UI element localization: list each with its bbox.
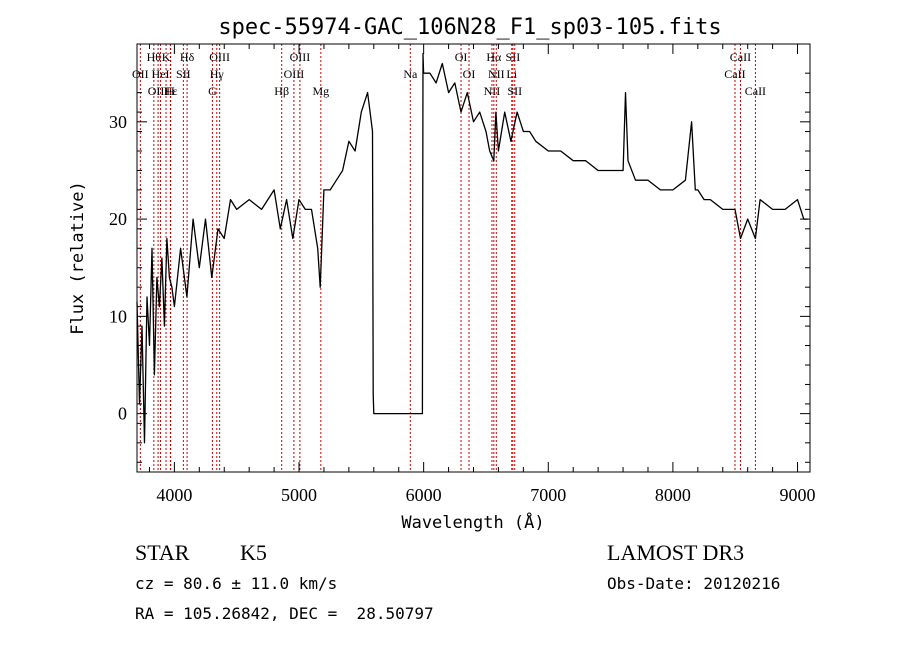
spectral-line-label: Hα — [486, 50, 502, 64]
spectral-line-label: Hδ — [180, 50, 195, 64]
object-class: STAR — [135, 540, 190, 565]
spectrum-series — [136, 53, 808, 444]
survey-name: LAMOST DR3 — [607, 540, 745, 565]
spectral-line-label: OIII — [209, 50, 230, 64]
x-tick-label: 5000 — [281, 485, 317, 505]
spectral-line-label: OIII — [284, 67, 305, 81]
spectral-line-label: K — [162, 50, 171, 64]
x-tick-label: 8000 — [655, 485, 691, 505]
x-axis-label: Wavelength (Å) — [401, 511, 544, 533]
spectral-line-label: G — [208, 84, 217, 98]
spectral-line-label: OI — [455, 50, 468, 64]
spectral-line-label: OII — [132, 67, 149, 81]
spectral-line-label: OI — [463, 67, 476, 81]
x-tick-label: 4000 — [156, 485, 192, 505]
spectrum-line — [136, 53, 808, 444]
spectral-line-label: Li — [506, 67, 517, 81]
chart-title: spec-55974-GAC_106N28_F1_sp03-105.fits — [218, 15, 721, 40]
spectral-line-label: Mg — [312, 84, 329, 98]
y-axis-label: Flux (relative) — [68, 181, 88, 335]
spectral-line-label: OIII — [148, 84, 169, 98]
spectral-line-label: NII — [484, 84, 501, 98]
plot-frame — [136, 43, 811, 473]
spectral-line-label: Na — [403, 67, 418, 81]
spectral-line-label: Hγ — [210, 67, 225, 81]
spectral-line-label: HeI — [152, 67, 170, 81]
spectral-line-label: Hθ — [147, 50, 162, 64]
y-tick-label: 30 — [109, 112, 127, 132]
ra-dec-coordinates: RA = 105.26842, DEC = 28.50797 — [135, 604, 434, 623]
x-axis: 4000 5000 6000 7000 8000 9000 — [148, 44, 816, 505]
spectral-line-label: SII — [176, 67, 191, 81]
spectral-line-label: OIII — [290, 50, 311, 64]
spectral-line-label: SII — [507, 84, 522, 98]
spectral-line-label: CaII — [730, 50, 751, 64]
spectral-line-label: CaII — [745, 84, 766, 98]
spectral-line-markers: OIIHθOIIIHeIKHεHSIIHδGHγOIIIHβOIIIOIIIMg… — [132, 44, 766, 472]
x-tick-label: 9000 — [780, 485, 816, 505]
spectral-line-label: NII — [488, 67, 505, 81]
y-axis: 0 10 20 30 — [109, 72, 810, 463]
y-tick-label: 10 — [109, 306, 127, 326]
spectral-line-label: CaII — [724, 67, 745, 81]
spectral-line-label: H — [166, 84, 175, 98]
spectral-line-label: SII — [506, 50, 521, 64]
spectral-line-label: Hβ — [274, 84, 289, 98]
observation-date: Obs-Date: 20120216 — [607, 574, 781, 593]
spectral-line-label: Hε — [164, 84, 178, 98]
x-tick-label: 6000 — [406, 485, 442, 505]
y-tick-label: 0 — [118, 404, 127, 424]
object-subclass: K5 — [240, 540, 267, 565]
x-tick-label: 7000 — [530, 485, 566, 505]
y-tick-label: 20 — [109, 209, 127, 229]
redshift-cz: cz = 80.6 ± 11.0 km/s — [135, 574, 338, 593]
